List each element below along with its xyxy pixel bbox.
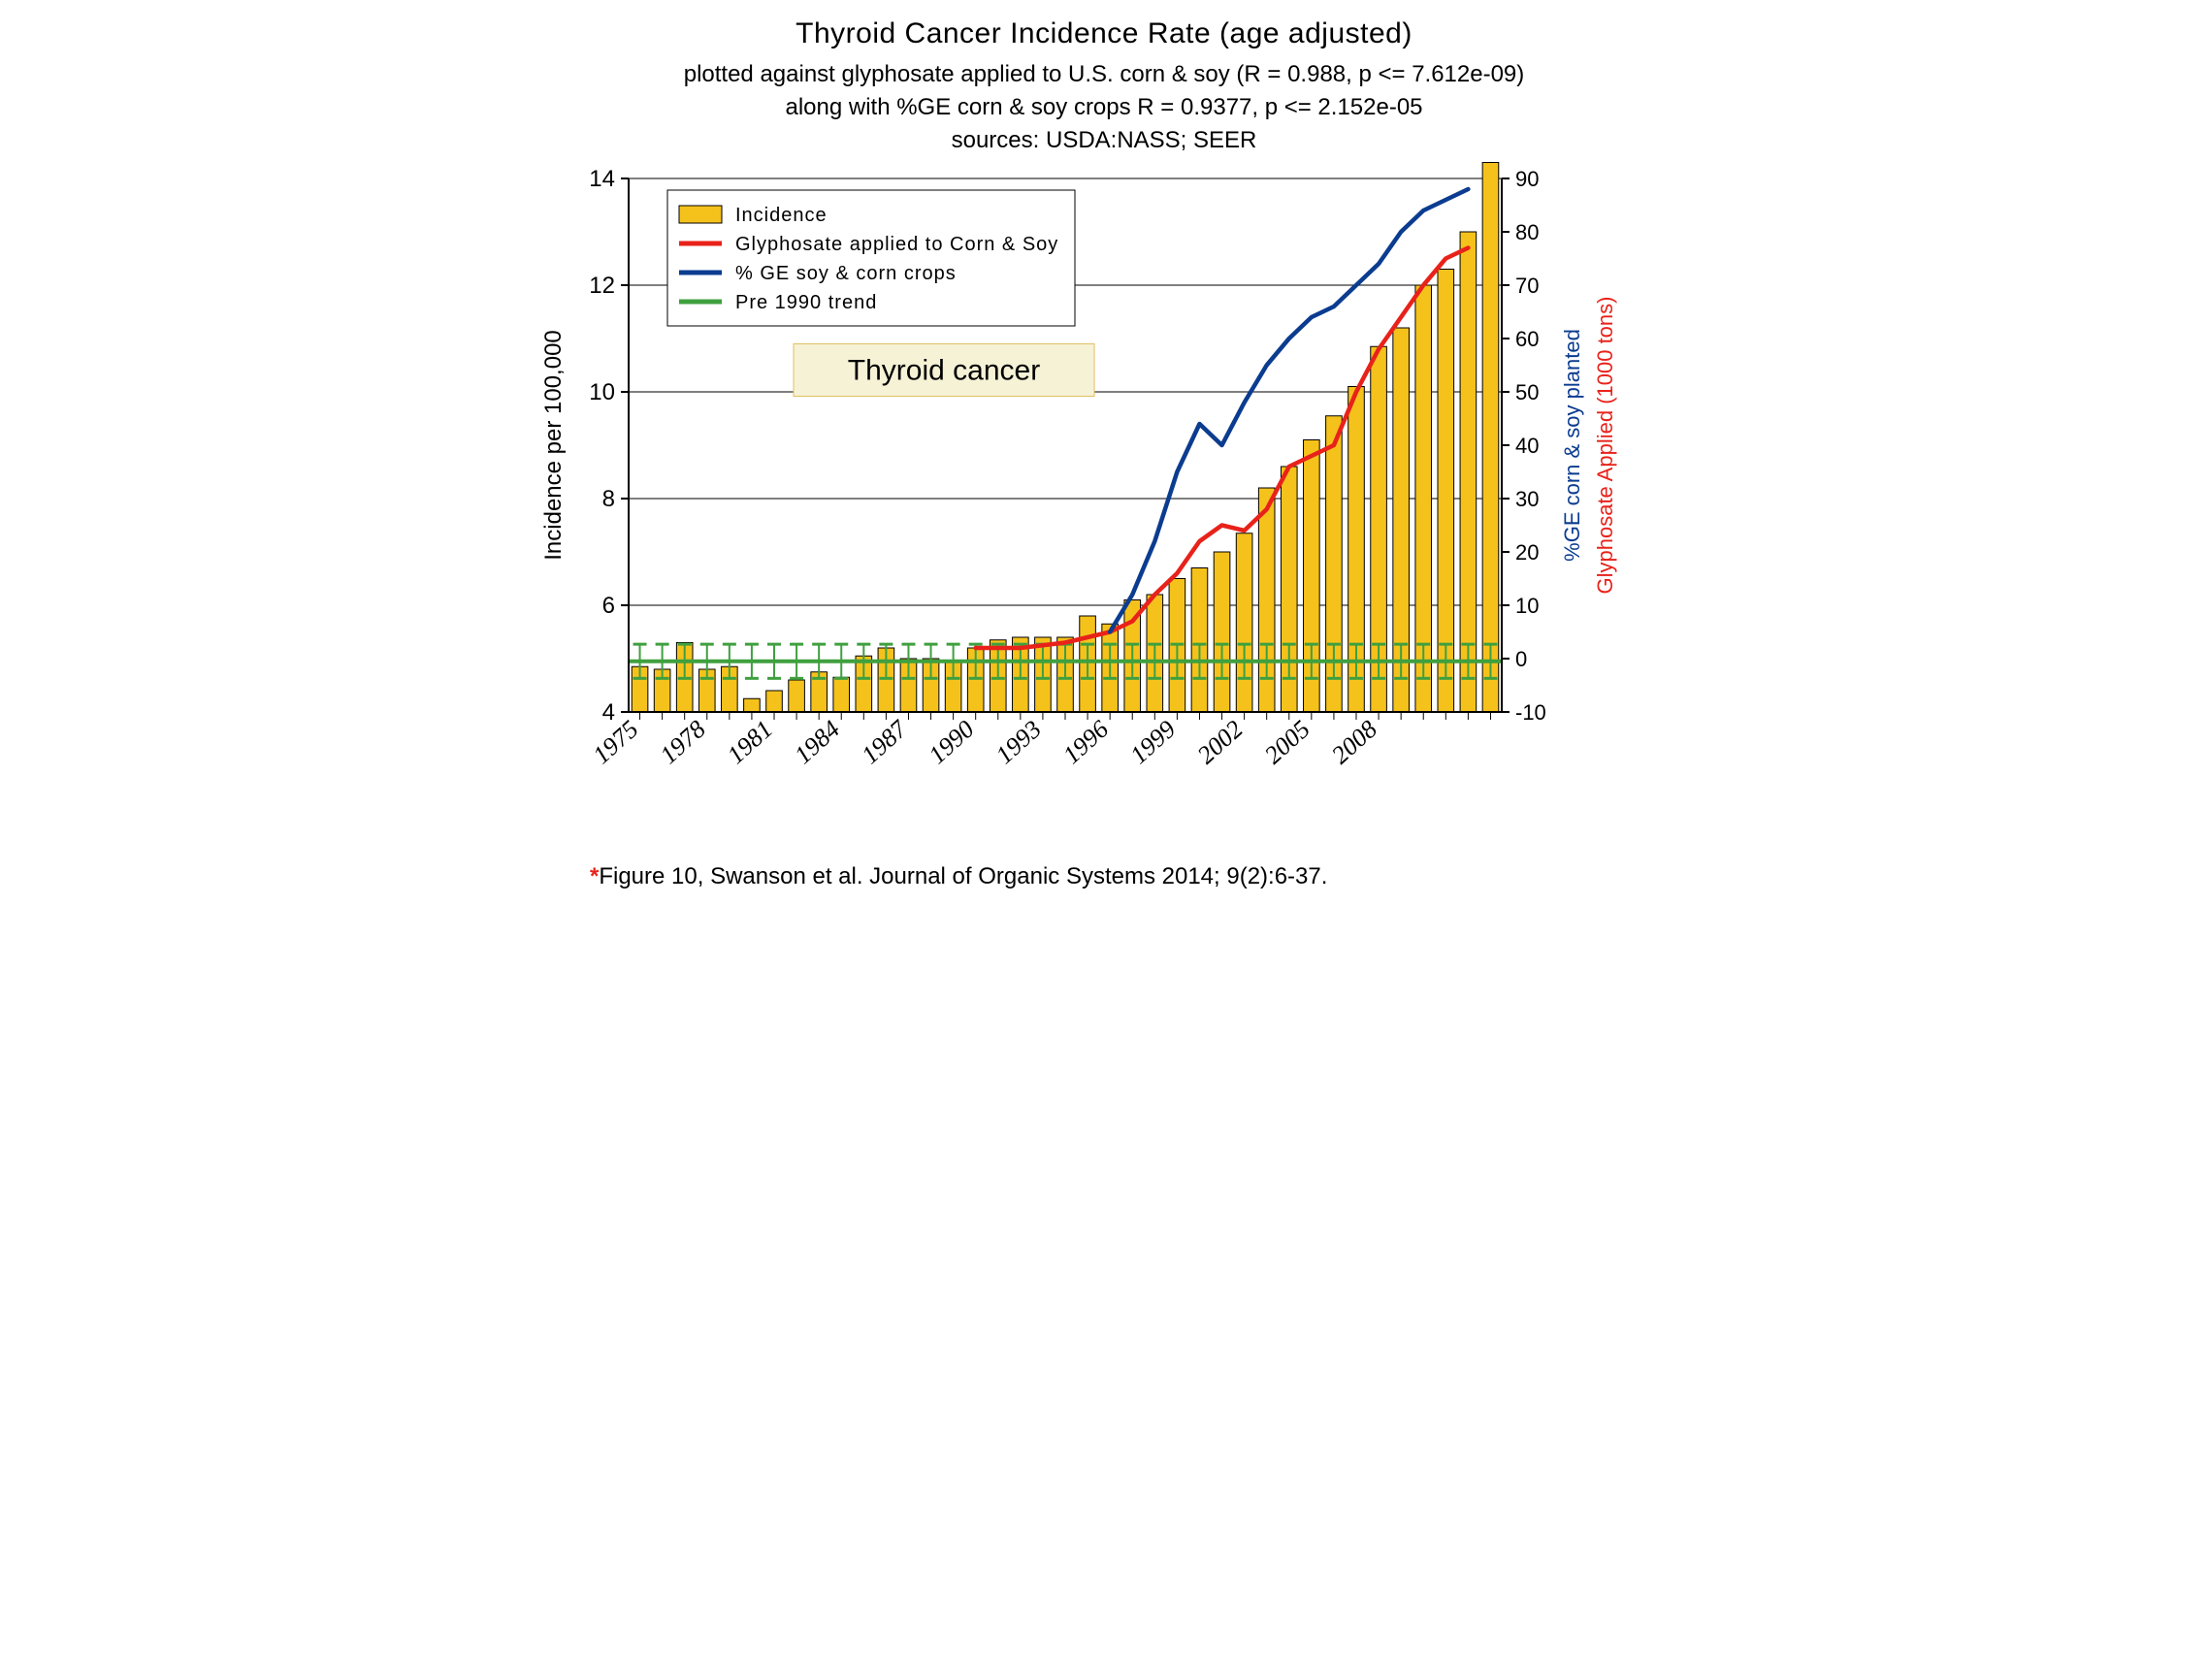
y-right-tick-label: 50 bbox=[1515, 380, 1539, 404]
incidence-bar bbox=[744, 698, 761, 712]
legend-item-label: Pre 1990 trend bbox=[735, 292, 877, 313]
x-tick-label: 1990 bbox=[924, 715, 980, 769]
chart-subtitle-3: sources: USDA:NASS; SEER bbox=[512, 126, 1696, 155]
y-left-tick-label: 14 bbox=[589, 166, 615, 192]
y-right-tick-label: 0 bbox=[1515, 647, 1527, 671]
y-left-tick-label: 4 bbox=[602, 699, 615, 726]
inner-label-text: Thyroid cancer bbox=[848, 355, 1040, 387]
incidence-bar bbox=[1460, 232, 1477, 712]
x-tick-label: 1978 bbox=[655, 715, 711, 769]
y-right-tick-label: 60 bbox=[1515, 327, 1539, 351]
incidence-bar bbox=[789, 680, 805, 712]
y-right-tick-label: 10 bbox=[1515, 594, 1539, 618]
x-tick-label: 1996 bbox=[1057, 715, 1114, 769]
y-left-axis-label: Incidence per 100,000 bbox=[540, 330, 567, 561]
y-right-tick-label: 90 bbox=[1515, 167, 1539, 191]
y-left-tick-label: 10 bbox=[589, 379, 615, 405]
y-right-tick-label: 20 bbox=[1515, 540, 1539, 565]
chart-subtitle-2: along with %GE corn & soy crops R = 0.93… bbox=[512, 93, 1696, 122]
x-tick-label: 1975 bbox=[588, 715, 644, 769]
y-right-tick-label: 40 bbox=[1515, 434, 1539, 458]
incidence-bar bbox=[1236, 533, 1252, 712]
incidence-bar bbox=[833, 677, 850, 712]
x-tick-label: 1984 bbox=[789, 715, 845, 769]
x-tick-label: 2008 bbox=[1326, 715, 1382, 769]
incidence-bar bbox=[1482, 163, 1499, 713]
caption-asterisk: * bbox=[590, 863, 599, 889]
y-left-tick-label: 12 bbox=[589, 273, 615, 299]
x-tick-label: 2005 bbox=[1259, 715, 1315, 769]
x-tick-label: 1999 bbox=[1124, 715, 1181, 769]
legend-item-label: Glyphosate applied to Corn & Soy bbox=[735, 234, 1058, 255]
incidence-bar bbox=[1214, 552, 1230, 712]
y-right-tick-label: 70 bbox=[1515, 274, 1539, 298]
x-tick-label: 1993 bbox=[990, 715, 1047, 769]
incidence-bar bbox=[1191, 568, 1208, 713]
y-left-tick-label: 8 bbox=[602, 486, 615, 512]
legend-item-label: % GE soy & corn crops bbox=[735, 263, 957, 284]
caption-text: Figure 10, Swanson et al. Journal of Org… bbox=[599, 863, 1327, 889]
figure-caption: *Figure 10, Swanson et al. Journal of Or… bbox=[590, 863, 1696, 890]
x-tick-label: 1981 bbox=[722, 715, 778, 769]
y-left-tick-label: 6 bbox=[602, 593, 615, 619]
chart-title: Thyroid Cancer Incidence Rate (age adjus… bbox=[512, 17, 1696, 50]
y-right-axis-label: Glyphosate Applied (1000 tons) bbox=[1593, 297, 1617, 595]
y-right-tick-label: -10 bbox=[1515, 700, 1546, 725]
combo-chart: 468101214-100102030405060708090197519781… bbox=[512, 159, 1715, 857]
x-tick-label: 2002 bbox=[1192, 715, 1249, 769]
y-right-axis-label: %GE corn & soy planted bbox=[1560, 329, 1584, 562]
y-right-tick-label: 80 bbox=[1515, 220, 1539, 244]
chart-subtitle-1: plotted against glyphosate applied to U.… bbox=[512, 60, 1696, 89]
legend-item-label: Incidence bbox=[735, 205, 828, 226]
x-tick-label: 1987 bbox=[856, 714, 913, 769]
y-right-tick-label: 30 bbox=[1515, 487, 1539, 511]
incidence-bar bbox=[766, 691, 783, 712]
